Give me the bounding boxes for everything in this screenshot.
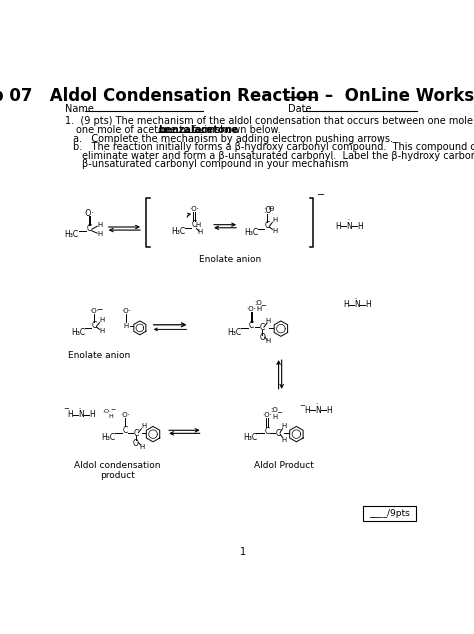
Text: ··: ··	[78, 406, 82, 411]
Text: β-unsaturated carbonyl compound in your mechanism: β-unsaturated carbonyl compound in your …	[82, 159, 349, 169]
Bar	[363, 506, 416, 521]
Text: ·O·: ·O·	[120, 412, 130, 418]
Text: C: C	[264, 221, 270, 230]
Text: H₃C: H₃C	[228, 328, 241, 337]
Text: −: −	[317, 190, 325, 200]
Text: ·O·: ·O·	[89, 308, 99, 314]
Text: Aldol condensation
product: Aldol condensation product	[74, 461, 161, 481]
Text: C: C	[133, 429, 138, 438]
Text: b.   The reaction initially forms a β-hydroxy carbonyl compound.  This compound : b. The reaction initially forms a β-hydr…	[73, 142, 474, 152]
Text: ·O·: ·O·	[102, 410, 111, 414]
Text: N: N	[346, 222, 352, 231]
Text: H₃C: H₃C	[245, 228, 258, 237]
Text: N: N	[315, 406, 321, 415]
Text: H: H	[109, 414, 114, 419]
Text: C: C	[249, 321, 254, 330]
Text: C: C	[87, 224, 92, 233]
Text: ____/9pts: ____/9pts	[369, 509, 410, 518]
Text: :O: :O	[254, 301, 262, 306]
Text: H: H	[198, 230, 203, 235]
Text: ·O·: ·O·	[83, 209, 94, 217]
Text: one mole of acetone to form: one mole of acetone to form	[76, 125, 215, 134]
Text: H: H	[326, 406, 332, 415]
Text: C: C	[122, 426, 128, 435]
Text: ·O·: ·O·	[246, 306, 256, 313]
Text: C: C	[260, 323, 265, 332]
Text: H: H	[282, 424, 287, 429]
Text: H: H	[357, 222, 363, 231]
Text: N: N	[354, 301, 360, 309]
Text: H: H	[365, 301, 371, 309]
Text: H: H	[97, 222, 102, 228]
Text: ·O·: ·O·	[262, 412, 272, 418]
Text: ··: ··	[347, 217, 351, 223]
Text: H₃C: H₃C	[243, 434, 257, 443]
Text: H: H	[336, 222, 341, 231]
Text: H₃C: H₃C	[64, 230, 79, 239]
Text: H: H	[266, 318, 271, 324]
Text: Lab 07   Aldol Condensation Reaction –  OnLine Worksheet: Lab 07 Aldol Condensation Reaction – OnL…	[0, 87, 474, 105]
Text: Name: Name	[65, 104, 94, 113]
Text: :O: :O	[270, 407, 278, 413]
Text: H: H	[123, 323, 128, 328]
Text: C: C	[264, 427, 270, 436]
Text: H: H	[266, 338, 271, 344]
Text: ··: ··	[355, 296, 358, 301]
Text: −: −	[299, 403, 305, 409]
Text: ··: ··	[316, 401, 319, 406]
Text: H: H	[272, 228, 277, 234]
Text: benzalacetone: benzalacetone	[158, 125, 238, 134]
Text: H: H	[282, 437, 287, 443]
Text: Date: Date	[288, 104, 311, 113]
Text: O: O	[259, 333, 265, 342]
Text: H₃C: H₃C	[172, 227, 186, 236]
Text: −: −	[260, 303, 266, 309]
Text: 1: 1	[240, 547, 246, 557]
Text: −: −	[110, 406, 115, 411]
Text: Aldol Product: Aldol Product	[254, 461, 314, 470]
Text: H: H	[272, 414, 277, 420]
Text: eliminate water and form a β-unsaturated carbonyl.  Label the β-hydroxy carbonyl: eliminate water and form a β-unsaturated…	[82, 151, 474, 161]
Text: 1.  (9 pts) The mechanism of the aldol condensation that occurs between one mole: 1. (9 pts) The mechanism of the aldol co…	[65, 116, 474, 126]
Text: −: −	[96, 305, 103, 314]
Text: H: H	[139, 444, 145, 450]
Text: H: H	[97, 231, 102, 237]
Text: ·O·: ·O·	[189, 206, 199, 212]
Text: H: H	[99, 328, 104, 334]
Text: H: H	[304, 406, 310, 415]
Text: H: H	[89, 410, 95, 419]
Text: H: H	[256, 306, 262, 313]
Text: H: H	[195, 222, 201, 228]
Text: Θ: Θ	[269, 206, 274, 212]
Text: Enolate anion: Enolate anion	[199, 255, 261, 264]
Text: H: H	[99, 317, 104, 323]
Text: −: −	[276, 410, 283, 417]
Text: H: H	[272, 217, 277, 223]
Text: H: H	[141, 424, 146, 429]
Text: a.   Complete the mechanism by adding electron pushing arrows.: a. Complete the mechanism by adding elec…	[73, 134, 393, 144]
Text: is shown below.: is shown below.	[204, 125, 281, 134]
Text: Enolate anion: Enolate anion	[68, 351, 131, 360]
Text: H₃C: H₃C	[101, 434, 115, 443]
Text: H₃C: H₃C	[72, 328, 86, 337]
Text: O: O	[133, 439, 139, 448]
Text: C: C	[91, 321, 97, 330]
Text: C: C	[275, 429, 281, 438]
Text: ·O·: ·O·	[121, 308, 131, 314]
Text: H: H	[343, 301, 349, 309]
Text: :O: :O	[263, 206, 271, 216]
Text: H: H	[67, 410, 73, 419]
Text: N: N	[78, 410, 84, 419]
Text: C: C	[191, 220, 197, 229]
Text: −: −	[64, 406, 69, 413]
